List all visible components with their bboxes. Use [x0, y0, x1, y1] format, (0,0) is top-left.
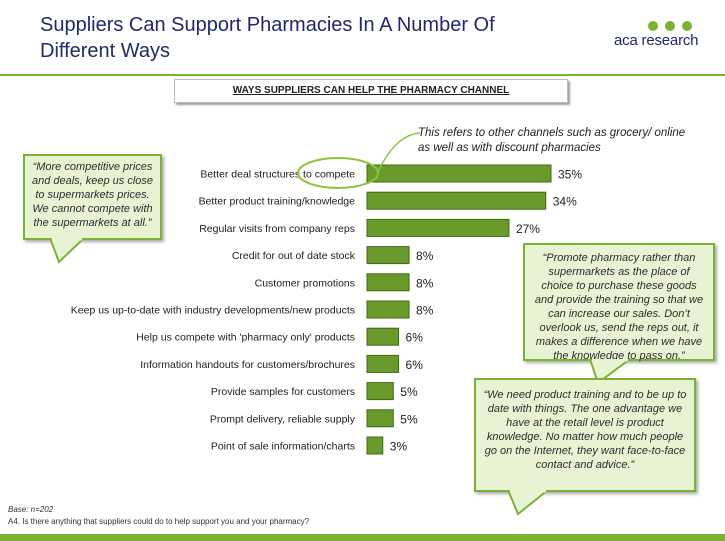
category-label: Credit for out of date stock: [232, 250, 356, 262]
category-label: Point of sale information/charts: [211, 441, 355, 453]
bar: [366, 246, 410, 265]
value-label: 8%: [416, 276, 434, 290]
highlight-ellipse: [297, 157, 379, 189]
bar: [366, 218, 510, 237]
logo-text: aca research: [614, 32, 699, 49]
value-label: 8%: [416, 304, 434, 318]
bar: [366, 164, 552, 183]
callout-annotation: This refers to other channels such as gr…: [418, 127, 686, 154]
quote-text-3: “We need product training and to be up t…: [483, 389, 687, 471]
bar: [366, 409, 394, 428]
bar: [366, 354, 400, 373]
logo-dots-icon: [648, 18, 699, 36]
bar: [366, 382, 394, 401]
bar: [366, 436, 384, 455]
value-label: 5%: [400, 412, 418, 426]
category-label: Better deal structures to compete: [200, 169, 355, 181]
category-label: Keep us up-to-date with industry develop…: [71, 305, 355, 317]
bar: [366, 327, 400, 346]
quote-box-1: “More competitive prices and deals, keep…: [23, 154, 162, 240]
quote-text-1: “More competitive prices and deals, keep…: [31, 161, 154, 229]
chart-subtitle-box: WAYS SUPPLIERS CAN HELP THE PHARMACY CHA…: [174, 79, 568, 103]
quote-box-3: “We need product training and to be up t…: [474, 378, 696, 492]
value-label: 6%: [406, 358, 424, 372]
quote-tail-2: [590, 359, 632, 385]
category-label: Prompt delivery, reliable supply: [210, 413, 356, 425]
value-label: 27%: [516, 222, 540, 236]
quote-text-2: “Promote pharmacy rather than supermarke…: [534, 252, 704, 362]
value-label: 34%: [553, 195, 577, 209]
quote-box-2: “Promote pharmacy rather than supermarke…: [523, 243, 715, 362]
category-label: Better product training/knowledge: [199, 196, 356, 208]
footer-divider: [0, 534, 725, 541]
value-label: 5%: [400, 385, 418, 399]
quote-tail-3: [508, 490, 550, 516]
logo: aca research: [608, 18, 718, 54]
value-label: 6%: [406, 331, 424, 345]
quote-tail-1: [50, 238, 86, 264]
callout-line: [377, 132, 421, 173]
base-note: Base: n=202: [8, 505, 54, 514]
category-label: Regular visits from company reps: [199, 223, 355, 235]
value-label: 8%: [416, 249, 434, 263]
bar: [366, 300, 410, 319]
bar: [366, 273, 410, 292]
value-label: 35%: [558, 168, 582, 182]
header-divider: [0, 74, 725, 76]
category-label: Provide samples for customers: [211, 386, 355, 398]
category-label: Customer promotions: [255, 277, 355, 289]
bar: [366, 191, 547, 210]
chart-subtitle: WAYS SUPPLIERS CAN HELP THE PHARMACY CHA…: [232, 85, 510, 96]
question-note: A4. Is there anything that suppliers cou…: [8, 517, 310, 526]
value-label: 3%: [390, 440, 408, 454]
page-title: Suppliers Can Support Pharmacies In A Nu…: [40, 14, 495, 62]
category-label: Information handouts for customers/broch…: [140, 359, 355, 371]
category-label: Help us compete with 'pharmacy only' pro…: [136, 332, 355, 344]
